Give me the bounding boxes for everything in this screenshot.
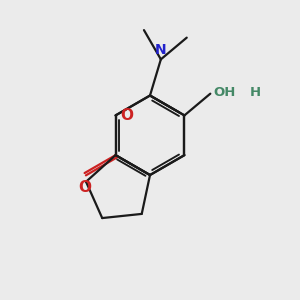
Text: H: H bbox=[250, 86, 261, 99]
Text: OH: OH bbox=[213, 86, 236, 99]
Text: O: O bbox=[120, 108, 133, 123]
Text: N: N bbox=[155, 43, 167, 57]
Text: O: O bbox=[78, 180, 91, 195]
